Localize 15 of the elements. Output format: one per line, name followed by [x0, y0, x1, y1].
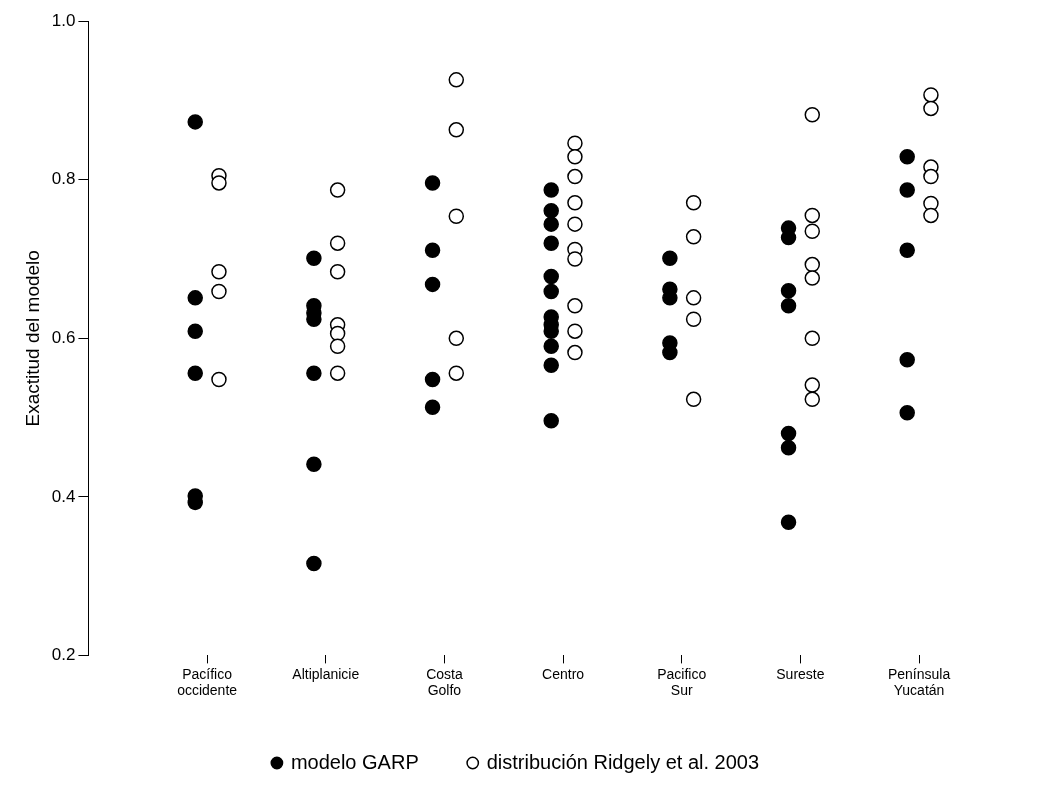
x-tick-label: Sureste: [776, 665, 825, 682]
y-tick-label: 0.2: [51, 645, 76, 665]
x-tick-label: Costa Golfo: [426, 665, 463, 699]
y-tick-label: 0.8: [51, 169, 76, 189]
x-tick-label: Península Yucatán: [887, 665, 951, 699]
legend-label: distribución Ridgely et al. 2003: [486, 750, 760, 773]
x-tick-label: Altiplanicie: [292, 665, 360, 682]
legend-label: modelo GARP: [290, 750, 419, 773]
y-tick-label: 1.0: [51, 10, 76, 30]
y-tick-label: 0.6: [51, 327, 76, 347]
y-axis-title: Exactitud del modelo: [21, 250, 43, 427]
y-tick-label: 0.4: [51, 486, 76, 506]
x-tick-label: Pacifico Sur: [657, 665, 707, 699]
x-tick-label: Pacífico occidente: [177, 665, 238, 699]
x-tick-label: Centro: [542, 665, 585, 682]
